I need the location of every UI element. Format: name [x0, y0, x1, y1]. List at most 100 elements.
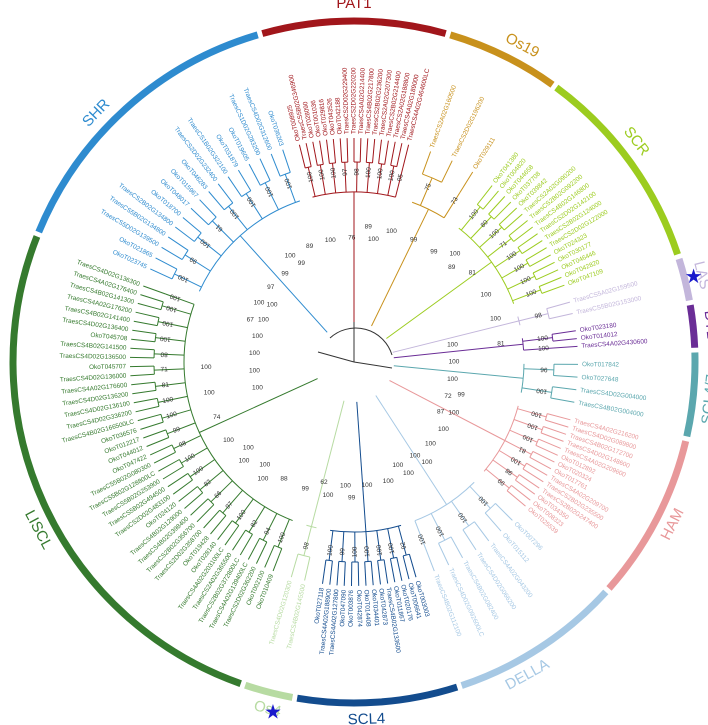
leaf-branch — [137, 302, 162, 311]
subclade-connector — [506, 485, 512, 491]
bootstrap-value: 62 — [320, 479, 328, 486]
leaf-branch — [515, 479, 536, 495]
subclade-connector — [529, 451, 534, 458]
leaf-branch — [519, 474, 540, 489]
bootstrap-value: 81 — [161, 381, 169, 389]
leaf-branch — [343, 561, 346, 586]
leaf-branch — [522, 468, 544, 483]
leaf-label: TraesCS4B02G004000 — [578, 400, 645, 419]
bootstrap-value: 100 — [449, 359, 460, 366]
bootstrap-value: 100 — [166, 411, 179, 421]
leaf-branch — [298, 144, 306, 169]
bootstrap-value: 100 — [375, 544, 383, 556]
leaf-label: TraesCS4D02G136500 — [59, 353, 126, 361]
bootstrap-value: 100 — [264, 185, 275, 198]
clade-branch-scl4 — [356, 401, 367, 532]
leaf-branch — [239, 534, 253, 556]
subclade-branch — [189, 459, 215, 478]
clade-arc-las — [675, 257, 693, 302]
subclade-connector — [390, 556, 397, 560]
leaf-branch — [155, 257, 178, 270]
leaf-branch — [378, 139, 382, 164]
bootstrap-value: 100 — [284, 177, 294, 190]
leaf-branch — [529, 456, 552, 470]
leaf-branch — [247, 538, 261, 560]
leaf-branch — [552, 338, 577, 342]
leaf-label: OkoT034401 — [370, 589, 380, 627]
bootstrap-value: 75 — [424, 182, 433, 192]
subclade-branch — [344, 162, 347, 193]
subclade-connector — [223, 202, 234, 211]
bootstrap-value: 100 — [538, 345, 550, 353]
bootstrap-value: 99 — [298, 260, 306, 267]
bootstrap-value: 73 — [450, 196, 460, 206]
subclade-branch — [161, 409, 192, 419]
leaf-label: OkoT042873 — [377, 588, 388, 626]
bootstrap-value: 100 — [323, 492, 334, 499]
bootstrap-value: 61 — [214, 222, 224, 232]
subclade-branch — [328, 530, 334, 561]
leaf-branch — [203, 509, 221, 529]
subclade-connector — [260, 180, 271, 186]
leaf-branch — [450, 536, 464, 559]
subclade-branch — [199, 470, 224, 491]
subclade-connector — [438, 536, 452, 544]
leaf-label: TraesCS4A02G214400 — [358, 67, 367, 134]
subclade-branch — [509, 429, 538, 443]
subclade-connector — [171, 444, 176, 453]
bootstrap-value: 100 — [259, 461, 270, 468]
bootstrap-value: 99 — [281, 270, 289, 277]
leaf-branch — [150, 268, 173, 280]
leaf-branch — [552, 330, 576, 335]
subclade-connector — [197, 486, 204, 494]
leaf-branch — [488, 196, 506, 215]
subclade-connector — [154, 382, 157, 391]
leaf-branch — [546, 301, 571, 310]
leaf-branch — [476, 185, 493, 205]
subclade-branch — [504, 440, 532, 455]
subclade-branch — [165, 293, 195, 305]
leaf-label: OkoT042188 — [334, 97, 343, 135]
bootstrap-value: 96 — [540, 366, 548, 373]
bootstrap-value: 92 — [399, 541, 408, 550]
bootstrap-value: 100 — [525, 288, 538, 299]
subclade-branch — [494, 250, 521, 268]
leaf-branch — [396, 143, 403, 167]
leaf-branch — [232, 529, 247, 551]
bootstrap-value: 97 — [267, 284, 275, 291]
subclade-branch — [365, 531, 369, 562]
bootstrap-value: 98 — [302, 541, 311, 550]
bootstrap-value: 89 — [448, 264, 456, 271]
subclade-branch — [377, 163, 383, 194]
leaf-branch — [167, 236, 189, 251]
bootstrap-value: 100 — [505, 250, 518, 262]
bootstrap-value: 100 — [162, 319, 174, 328]
leaf-branch — [511, 485, 531, 501]
clade-label-os4: Os4 — [252, 697, 283, 720]
bootstrap-value: 100 — [537, 335, 549, 343]
subclade-branch — [262, 513, 278, 541]
subclade-branch — [248, 506, 266, 533]
clade-label-pat1: PAT1 — [336, 0, 371, 12]
leaf-branch — [498, 207, 518, 225]
leaf-label: TraesCS2D02G229400 — [342, 67, 351, 134]
subclade-connector — [515, 474, 520, 481]
leaf-branch — [304, 556, 311, 581]
leaf-branch — [549, 313, 573, 320]
bootstrap-value: 81 — [469, 270, 477, 277]
leaf-branch — [540, 432, 564, 442]
subclade-connector — [329, 162, 336, 165]
subclade-connector — [551, 334, 554, 342]
leaf-branch — [196, 504, 215, 523]
leaf-branch — [146, 437, 169, 447]
clade-arc-shr — [35, 31, 259, 234]
leaf-branch — [506, 490, 526, 507]
leaf-branch — [332, 138, 336, 163]
subclade-branch — [228, 205, 248, 231]
leaf-branch — [329, 560, 333, 585]
leaf-branch — [140, 421, 164, 430]
clade-branch-scr — [386, 261, 492, 339]
clade-label-scl47: SCL4/7 — [698, 374, 708, 426]
leaf-branch — [336, 561, 340, 586]
leaf-branch — [425, 548, 435, 572]
